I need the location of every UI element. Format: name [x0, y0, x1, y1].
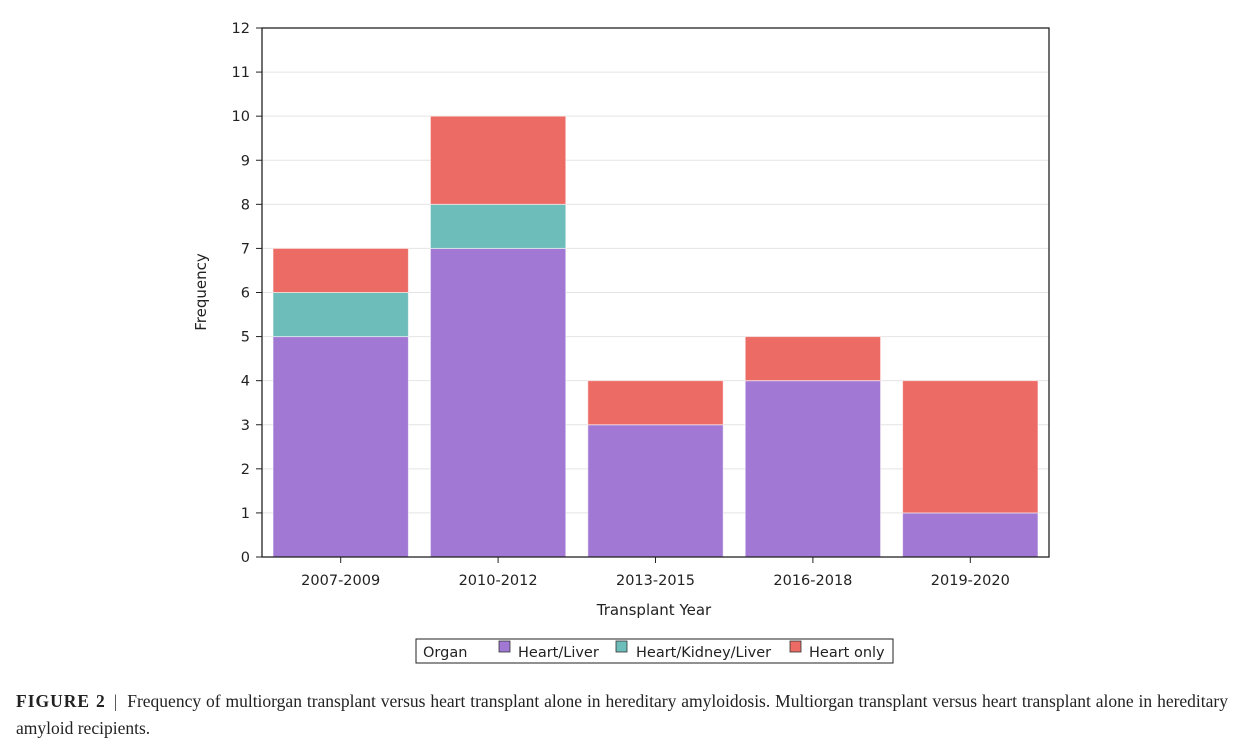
y-tick-label: 6: [241, 286, 250, 302]
legend-label-heart-liver: Heart/Liver: [518, 645, 599, 661]
y-tick-label: 10: [232, 109, 250, 125]
y-tick-label: 2: [241, 462, 250, 478]
y-tick-label: 12: [232, 21, 250, 37]
bar-segment: [272, 336, 409, 558]
legend-swatch-heart-liver: [498, 640, 511, 653]
legend-swatch-heart-only: [789, 640, 802, 653]
bar-segment: [429, 247, 567, 558]
y-tick-label: 5: [241, 330, 250, 346]
y-tick-label: 7: [241, 241, 250, 257]
caption-text: Frequency of multiorgan transplant versu…: [16, 691, 1228, 738]
y-tick-label: 9: [241, 153, 250, 169]
caption-separator: |: [113, 691, 118, 711]
y-tick-label: 4: [241, 374, 250, 390]
legend: Organ Heart/Liver Heart/Kidney/Liver Hea…: [415, 638, 894, 664]
legend-label-heart-only: Heart only: [809, 645, 885, 661]
x-axis: 2007-2009 2010-2012 2013-2015 2016-2018 2019…: [301, 557, 1010, 589]
x-axis-label: Transplant Year: [596, 601, 712, 619]
bar-segment: [272, 247, 409, 294]
x-tick-label: 2007-2009: [301, 573, 380, 589]
x-tick-label: 2013-2015: [616, 573, 695, 589]
y-tick-label: 3: [241, 418, 250, 434]
legend-swatch-heart-kidney-liver: [615, 640, 628, 653]
bar-segment: [429, 115, 567, 205]
y-tick-label: 0: [241, 550, 250, 566]
x-tick-label: 2019-2020: [931, 573, 1010, 589]
bars: [272, 115, 1039, 558]
y-tick-label: 1: [241, 506, 250, 522]
figure-label: FIGURE 2: [16, 691, 106, 711]
legend-title: Organ: [423, 645, 467, 661]
bar-segment: [744, 336, 882, 382]
bar-segment: [902, 512, 1039, 558]
bar-segment: [272, 292, 409, 338]
y-axis-label: Frequency: [192, 253, 210, 331]
bar-segment: [587, 424, 724, 558]
bar-segment: [587, 380, 724, 426]
bar-segment: [902, 380, 1039, 514]
x-tick-label: 2016-2018: [773, 573, 852, 589]
legend-label-heart-kidney-liver: Heart/Kidney/Liver: [636, 645, 771, 661]
x-tick-label: 2010-2012: [459, 573, 538, 589]
legend-box: [415, 638, 894, 664]
y-tick-label: 8: [241, 197, 250, 213]
bar-segment: [744, 380, 882, 558]
bar-segment: [429, 203, 567, 249]
y-tick-label: 11: [232, 65, 250, 81]
figure-caption: FIGURE 2 | Frequency of multiorgan transpl…: [16, 688, 1228, 742]
